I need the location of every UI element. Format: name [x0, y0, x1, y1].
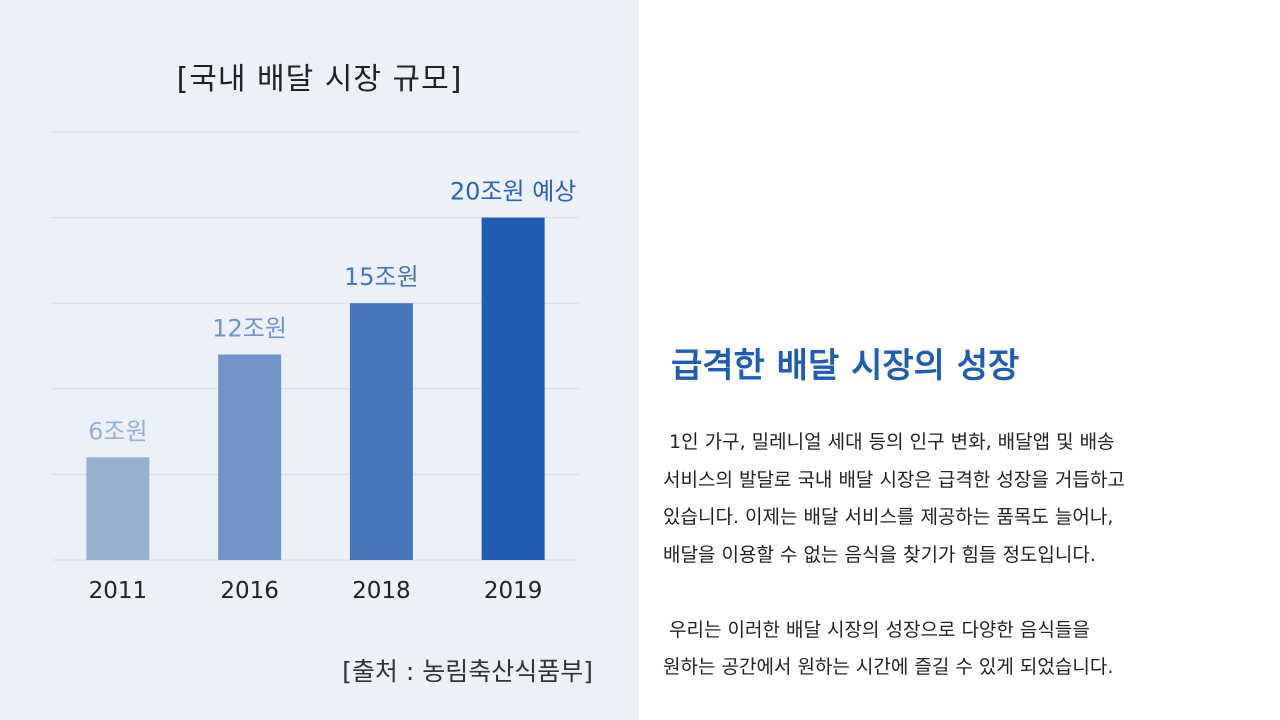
x-tick-label: 2016: [220, 578, 279, 604]
paragraph-gap: [663, 574, 1243, 612]
bar: [86, 457, 150, 560]
body-line: 배달을 이용할 수 없는 음식을 찾기가 힘들 정도입니다.: [663, 543, 1096, 566]
chart-panel: [국내 배달 시장 규모] 6조원 2011 12조원 2016 15조원 2018 20조…: [0, 0, 639, 720]
bar: [218, 354, 282, 560]
x-tick-label: 2019: [484, 578, 543, 604]
data-label: 15조원: [344, 263, 419, 291]
body-line: 있습니다. 이제는 배달 서비스를 제공하는 품목도 늘어나,: [663, 506, 1114, 528]
body-line: 원하는 공간에서 원하는 시간에 즐길 수 있게 되었습니다.: [663, 656, 1114, 678]
data-label: 6조원: [88, 417, 147, 445]
source-citation: [출처 : 농림축산식품부]: [342, 657, 593, 686]
body-line: 서비스의 발달로 국내 배달 시장은 급격한 성장을 거듭하고: [663, 468, 1125, 491]
chart-title: [국내 배달 시장 규모]: [176, 62, 463, 97]
bar: [481, 217, 545, 560]
x-tick-label: 2018: [352, 578, 411, 604]
bar-chart: 6조원 2011 12조원 2016 15조원 2018 20조원 예상 2019: [52, 131, 579, 604]
bar: [349, 303, 413, 560]
data-label: 20조원 예상: [450, 178, 577, 206]
body-line: 1인 가구, 밀레니얼 세대 등의 인구 변화, 배달앱 및 배송: [663, 431, 1115, 453]
body-text: 1인 가구, 밀레니얼 세대 등의 인구 변화, 배달앱 및 배송 서비스의 발…: [663, 424, 1243, 687]
x-tick-label: 2011: [89, 578, 148, 604]
body-line: 우리는 이러한 배달 시장의 성장으로 다양한 음식들을: [663, 618, 1090, 641]
headline: 급격한 배달 시장의 성장: [671, 346, 1020, 386]
data-label: 12조원: [212, 315, 287, 343]
